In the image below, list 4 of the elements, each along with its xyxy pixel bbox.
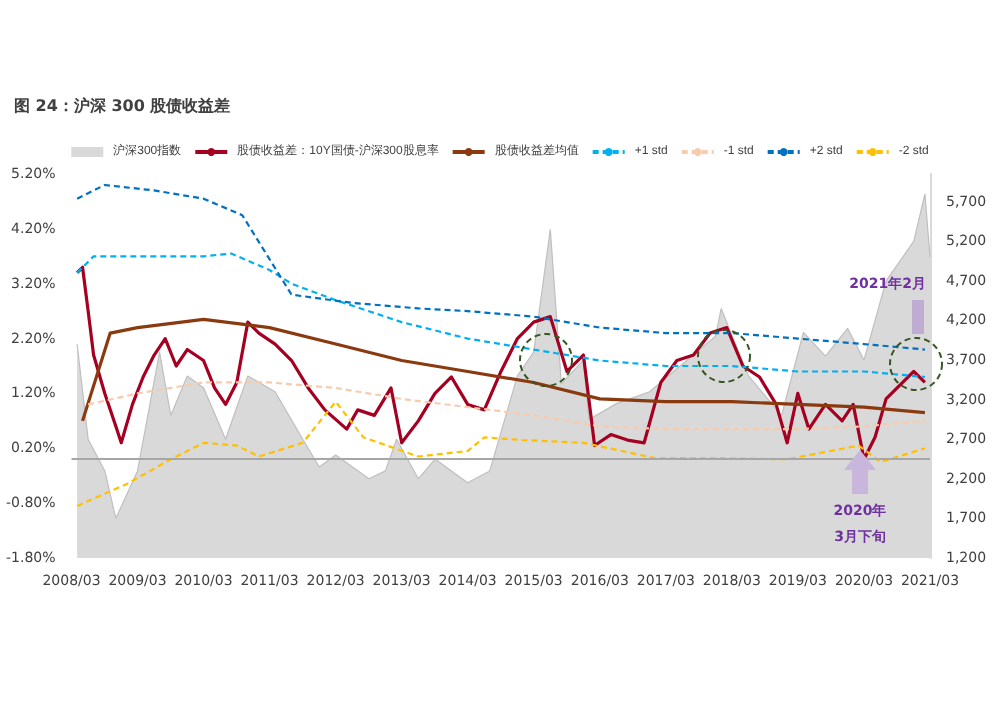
chart-title: 图 24：沪深 300 股债收益差 [14,95,231,115]
line-series [76,400,927,507]
line-series [80,317,927,423]
line-series [87,381,927,431]
